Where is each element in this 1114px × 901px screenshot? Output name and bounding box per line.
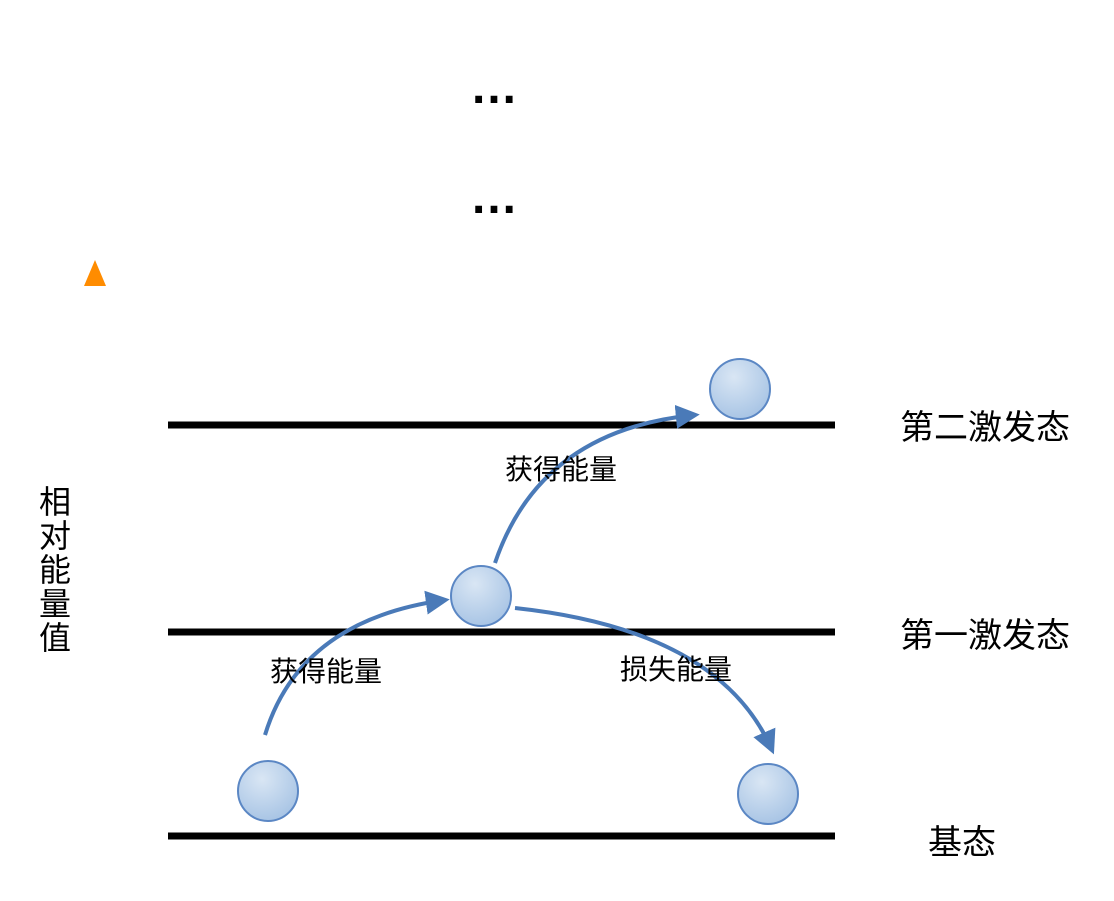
ellipsis-1: … [470, 170, 518, 225]
energy-level-diagram: 相对能量值 … … 第二激发态 第一激发态 基态 获得能量 获得能量 损失能量 [0, 0, 1114, 901]
level2-label: 第二激发态 [900, 400, 1070, 449]
gain2-label: 获得能量 [505, 448, 617, 488]
ground-label: 基态 [928, 815, 996, 864]
electron-particle [738, 764, 798, 824]
electron-particle [238, 761, 298, 821]
electron-particle [710, 359, 770, 419]
electron-particle [451, 566, 511, 626]
y-axis-label: 相对能量值 [30, 485, 76, 655]
loss-label: 损失能量 [620, 648, 732, 688]
ellipsis-0: … [470, 60, 518, 115]
gain1-label: 获得能量 [270, 650, 382, 690]
transition-arrow [495, 415, 695, 563]
level1-label: 第一激发态 [900, 608, 1070, 657]
